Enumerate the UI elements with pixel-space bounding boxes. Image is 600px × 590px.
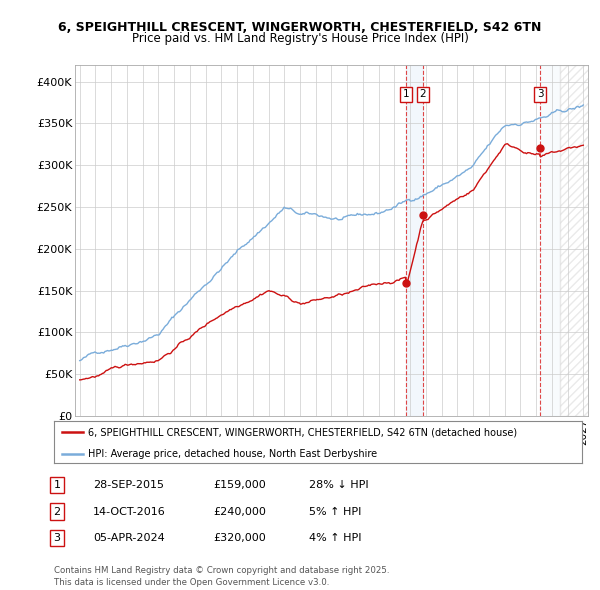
Text: 2: 2	[53, 507, 61, 516]
Text: HPI: Average price, detached house, North East Derbyshire: HPI: Average price, detached house, Nort…	[88, 449, 377, 459]
Text: 5% ↑ HPI: 5% ↑ HPI	[309, 507, 361, 516]
Bar	[406, 65, 422, 416]
Text: 6, SPEIGHTHILL CRESCENT, WINGERWORTH, CHESTERFIELD, S42 6TN (detached house): 6, SPEIGHTHILL CRESCENT, WINGERWORTH, CH…	[88, 427, 517, 437]
Text: 3: 3	[537, 89, 544, 99]
Text: 6, SPEIGHTHILL CRESCENT, WINGERWORTH, CHESTERFIELD, S42 6TN: 6, SPEIGHTHILL CRESCENT, WINGERWORTH, CH…	[58, 21, 542, 34]
Text: 4% ↑ HPI: 4% ↑ HPI	[309, 533, 361, 543]
Text: 14-OCT-2016: 14-OCT-2016	[93, 507, 166, 516]
Text: 28% ↓ HPI: 28% ↓ HPI	[309, 480, 368, 490]
Text: £320,000: £320,000	[213, 533, 266, 543]
Text: £240,000: £240,000	[213, 507, 266, 516]
Bar	[560, 65, 600, 416]
Text: 28-SEP-2015: 28-SEP-2015	[93, 480, 164, 490]
Text: 05-APR-2024: 05-APR-2024	[93, 533, 165, 543]
Text: 2: 2	[419, 89, 426, 99]
Text: Contains HM Land Registry data © Crown copyright and database right 2025.
This d: Contains HM Land Registry data © Crown c…	[54, 566, 389, 587]
Text: 1: 1	[53, 480, 61, 490]
Text: 1: 1	[403, 89, 410, 99]
Text: £159,000: £159,000	[213, 480, 266, 490]
Text: Price paid vs. HM Land Registry's House Price Index (HPI): Price paid vs. HM Land Registry's House …	[131, 32, 469, 45]
Bar	[560, 65, 600, 416]
Bar	[540, 65, 560, 416]
Text: 3: 3	[53, 533, 61, 543]
